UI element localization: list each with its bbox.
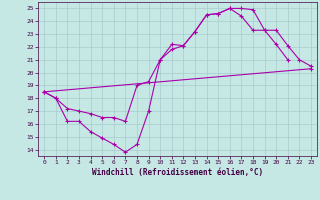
X-axis label: Windchill (Refroidissement éolien,°C): Windchill (Refroidissement éolien,°C) — [92, 168, 263, 177]
